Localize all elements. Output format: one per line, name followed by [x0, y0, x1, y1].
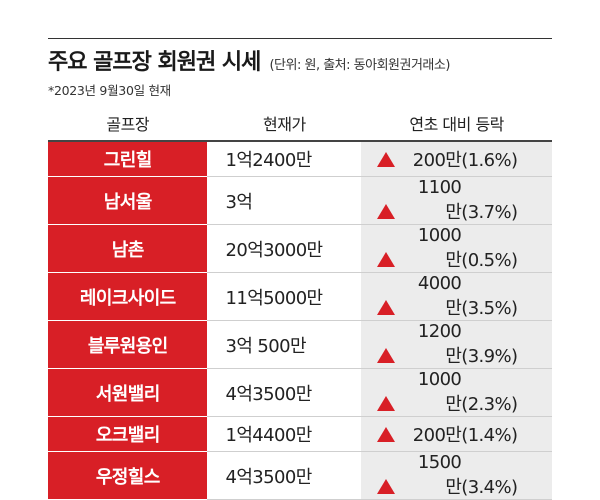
- golf-course-name: 블루원용인: [48, 321, 208, 369]
- table-row: 남촌 20억3000만 1000만(0.5%): [48, 225, 552, 273]
- up-triangle-icon: [377, 252, 396, 267]
- table-row: 서원밸리 4억3500만 1000만(2.3%): [48, 369, 552, 417]
- current-price: 3억 500만: [207, 321, 362, 369]
- up-triangle-icon: [377, 479, 396, 494]
- date-note: *2023년 9월30일 현재: [48, 83, 171, 98]
- up-triangle-icon: [377, 396, 396, 411]
- change-cell: 1000만(2.3%): [361, 369, 552, 417]
- golf-course-name: 그린힐: [48, 142, 208, 177]
- current-price: 3억: [207, 177, 362, 225]
- header-current-price: 현재가: [207, 106, 362, 142]
- title-row: 주요 골프장 회원권 시세 (단위: 원, 출처: 동아회원권거래소): [48, 44, 558, 76]
- change-cell: 200만(1.4%): [361, 417, 552, 452]
- change-percent: (2.3%): [461, 394, 518, 415]
- change-amount: 1000만: [417, 225, 462, 271]
- change-percent: (3.5%): [461, 298, 518, 319]
- golf-course-name: 레이크사이드: [48, 273, 208, 321]
- change-percent: (3.4%): [461, 477, 518, 498]
- current-price: 1억4400만: [207, 417, 362, 452]
- golf-course-name: 남서울: [48, 177, 208, 225]
- golf-course-name: 서원밸리: [48, 369, 208, 417]
- change-amount: 200만: [412, 150, 462, 171]
- current-price: 4억3500만: [207, 452, 362, 500]
- change-amount: 1000만: [417, 369, 462, 415]
- header-change: 연초 대비 등락: [361, 106, 552, 142]
- change-percent: (1.4%): [461, 425, 518, 446]
- current-price: 11억5000만: [207, 273, 362, 321]
- up-triangle-icon: [377, 348, 396, 363]
- golf-course-name: 오크밸리: [48, 417, 208, 452]
- change-amount: 1100만: [417, 177, 462, 223]
- up-triangle-icon: [377, 427, 396, 442]
- table-row: 남서울 3억 1100만(3.7%): [48, 177, 552, 225]
- change-amount: 4000만: [417, 273, 462, 319]
- chart-title: 주요 골프장 회원권 시세: [48, 50, 261, 75]
- table-row: 오크밸리 1억4400만 200만(1.4%): [48, 417, 552, 452]
- current-price: 1억2400만: [207, 142, 362, 177]
- change-amount: 1500만: [417, 452, 462, 498]
- current-price: 4억3500만: [207, 369, 362, 417]
- up-triangle-icon: [377, 204, 396, 219]
- golf-course-name: 우정힐스: [48, 452, 208, 500]
- table-header-row: 골프장 현재가 연초 대비 등락: [48, 106, 552, 142]
- table-row: 우정힐스 4억3500만 1500만(3.4%): [48, 452, 552, 500]
- change-cell: 1100만(3.7%): [361, 177, 552, 225]
- change-percent: (3.7%): [461, 202, 518, 223]
- change-amount: 1200만: [417, 321, 462, 367]
- up-triangle-icon: [377, 300, 396, 315]
- change-cell: 1500만(3.4%): [361, 452, 552, 500]
- change-percent: (0.5%): [461, 250, 518, 271]
- table-row: 블루원용인 3억 500만 1200만(3.9%): [48, 321, 552, 369]
- golf-course-name: 남촌: [48, 225, 208, 273]
- up-triangle-icon: [377, 152, 396, 167]
- table-body: 그린힐 1억2400만 200만(1.6%) 남서울 3억 1100만(3.7%) 남촌 20…: [48, 142, 552, 500]
- change-amount: 200만: [412, 425, 462, 446]
- change-cell: 1200만(3.9%): [361, 321, 552, 369]
- change-cell: 1000만(0.5%): [361, 225, 552, 273]
- table-row: 레이크사이드 11억5000만 4000만(3.5%): [48, 273, 552, 321]
- change-cell: 200만(1.6%): [361, 142, 552, 177]
- table-row: 그린힐 1억2400만 200만(1.6%): [48, 142, 552, 177]
- change-percent: (1.6%): [461, 150, 518, 171]
- unit-source-note: (단위: 원, 출처: 동아회원권거래소): [269, 58, 450, 73]
- current-price: 20억3000만: [207, 225, 362, 273]
- change-cell: 4000만(3.5%): [361, 273, 552, 321]
- top-rule: [48, 38, 552, 39]
- change-percent: (3.9%): [461, 346, 518, 367]
- membership-price-table: 골프장 현재가 연초 대비 등락 그린힐 1억2400만 200만(1.6%) 남서울…: [48, 106, 552, 500]
- header-golf-course: 골프장: [48, 106, 208, 142]
